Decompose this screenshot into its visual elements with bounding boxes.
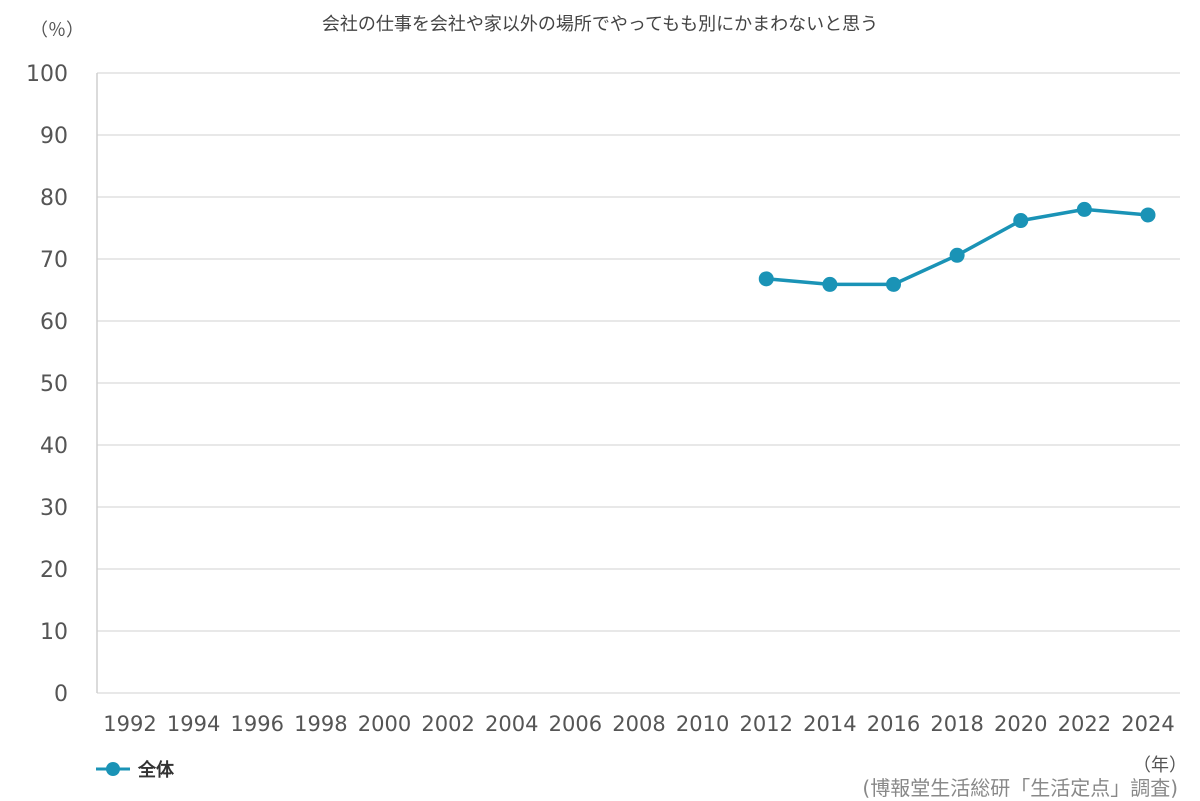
- x-tick-label: 1994: [167, 712, 220, 736]
- y-tick-label: 100: [26, 62, 68, 87]
- data-point: [1140, 207, 1156, 223]
- legend-marker: [96, 762, 130, 776]
- x-tick-label: 2012: [740, 712, 793, 736]
- y-tick-label: 20: [40, 558, 68, 583]
- x-tick-label: 2002: [421, 712, 474, 736]
- data-point: [758, 271, 774, 287]
- data-point: [822, 276, 838, 292]
- x-tick-label: 2024: [1121, 712, 1174, 736]
- x-tick-label: 2018: [930, 712, 983, 736]
- x-tick-label: 2014: [803, 712, 856, 736]
- source-note: (博報堂生活総研「生活定点」調査): [862, 776, 1178, 800]
- y-tick-label: 90: [40, 124, 68, 149]
- y-tick-label: 10: [40, 620, 68, 645]
- x-tick-label: 2010: [676, 712, 729, 736]
- y-axis-unit-label: （％）: [30, 20, 84, 41]
- data-point: [949, 247, 965, 263]
- x-axis-unit-label: （年）: [1133, 755, 1187, 776]
- x-tick-label: 1998: [294, 712, 347, 736]
- y-tick-label: 0: [54, 682, 68, 707]
- y-tick-label: 60: [40, 310, 68, 335]
- y-tick-label: 70: [40, 248, 68, 273]
- y-tick-label: 50: [40, 372, 68, 397]
- data-point: [886, 276, 901, 292]
- x-tick-label: 2008: [612, 712, 665, 736]
- legend: 全体: [96, 756, 174, 782]
- y-tick-label: 80: [40, 186, 68, 211]
- x-tick-label: 1996: [231, 712, 284, 736]
- x-tick-label: 2016: [867, 712, 920, 736]
- data-point: [1076, 201, 1092, 217]
- x-tick-label: 2000: [358, 712, 411, 736]
- y-tick-label: 40: [40, 434, 68, 459]
- legend-entry-label: 全体: [138, 760, 174, 781]
- data-point: [1013, 213, 1029, 229]
- x-tick-label: 2022: [1058, 712, 1111, 736]
- y-tick-label: 30: [40, 496, 68, 521]
- series-line-0: [766, 207, 1149, 287]
- chart-title: 会社の仕事を会社や家以外の場所でやってもも別にかまわないと思う: [321, 14, 879, 35]
- x-tick-label: 2020: [994, 712, 1047, 736]
- x-tick-label: 1992: [103, 712, 156, 736]
- x-tick-label: 2006: [549, 712, 602, 736]
- x-tick-label: 2004: [485, 712, 538, 736]
